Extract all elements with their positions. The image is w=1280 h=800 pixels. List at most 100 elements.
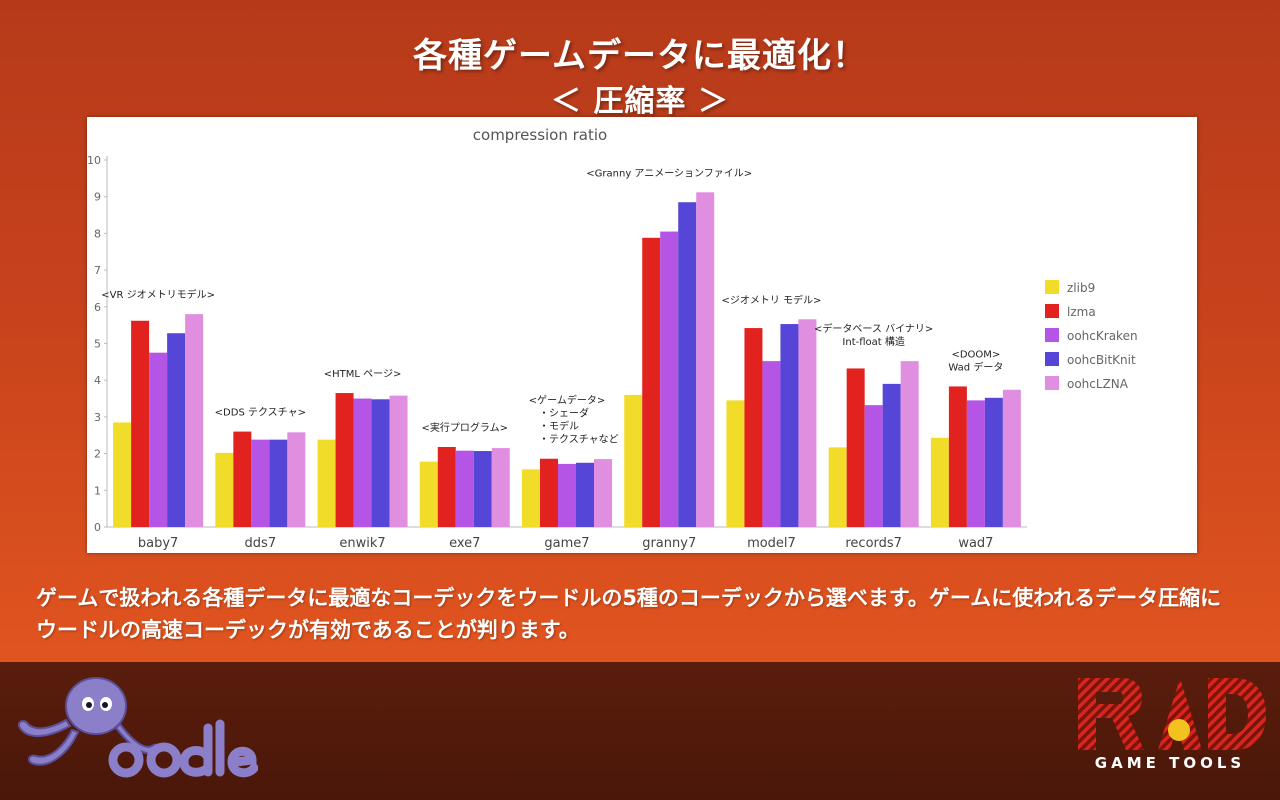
- bar-lzma-granny7: [642, 237, 661, 527]
- y-tick-label: 0: [94, 521, 101, 534]
- y-tick-label: 2: [94, 448, 101, 461]
- bar-oohcKraken-granny7: [660, 231, 679, 527]
- bar-lzma-model7: [744, 328, 763, 527]
- bar-lzma-exe7: [437, 446, 456, 527]
- slide-title: 各種ゲームデータに最適化！: [413, 36, 867, 76]
- x-tick-label: enwik7: [339, 536, 385, 551]
- y-tick-label: 4: [94, 374, 101, 387]
- bar-oohcLZNA-baby7: [185, 314, 204, 527]
- annotation-records7: <データベース バイナリ>: [814, 322, 933, 335]
- annotation-wad7: <DOOM>: [951, 349, 1000, 360]
- x-tick-label: exe7: [449, 536, 480, 551]
- bar-zlib9-model7: [726, 400, 745, 527]
- bar-oohcBitKnit-enwik7: [371, 399, 390, 527]
- y-tick-label: 9: [94, 191, 101, 204]
- x-tick-label: game7: [544, 536, 589, 551]
- annotation-game7: ・シェーダ: [539, 407, 589, 420]
- bar-oohcLZNA-model7: [798, 319, 817, 527]
- annotation-model7: <ジオメトリ モデル>: [721, 293, 821, 306]
- y-tick-label: 3: [94, 411, 101, 424]
- bar-oohcKraken-exe7: [455, 450, 474, 527]
- bar-oohcKraken-wad7: [966, 400, 985, 527]
- bar-lzma-dds7: [233, 431, 252, 527]
- annotation-game7: ・モデル: [539, 420, 579, 433]
- legend-label-oohcLZNA: oohcLZNA: [1067, 377, 1129, 391]
- oodle-logo: [18, 677, 258, 778]
- bar-zlib9-baby7: [113, 422, 132, 527]
- annotation-records7: Int-float 構造: [842, 335, 904, 348]
- annotation-dds7: <DDS テクスチャ>: [215, 407, 306, 419]
- legend-label-lzma: lzma: [1067, 305, 1096, 319]
- bar-oohcKraken-baby7: [149, 352, 168, 527]
- bar-oohcKraken-model7: [762, 361, 781, 527]
- bar-oohcBitKnit-granny7: [678, 202, 697, 527]
- bar-oohcKraken-records7: [864, 405, 883, 527]
- caption-line-2: ウードルの高速コーデックが有効であることが判ります。: [36, 618, 580, 642]
- bar-zlib9-dds7: [215, 452, 234, 527]
- bar-oohcBitKnit-exe7: [473, 451, 492, 527]
- annotation-game7: ・テクスチャなど: [539, 434, 619, 446]
- bar-zlib9-wad7: [930, 437, 949, 527]
- bar-lzma-enwik7: [335, 393, 354, 527]
- slide-subtitle: ＜ 圧縮率 ＞: [551, 84, 729, 119]
- annotation-wad7: Wad データ: [948, 360, 1003, 373]
- chart-title: compression ratio: [473, 126, 607, 144]
- chart-bars: [113, 192, 1021, 527]
- chart-panel: 0 1 2 3 4 5 6 7 8 9 10 compression ratio baby7 dds7 e…: [87, 117, 1197, 553]
- x-tick-label: wad7: [958, 536, 993, 551]
- y-tick-label: 7: [94, 264, 101, 277]
- annotation-game7: <ゲームデータ>: [529, 394, 605, 407]
- legend-swatch-zlib9: [1045, 280, 1059, 294]
- footer-band: [0, 662, 1280, 800]
- x-tick-label: records7: [845, 536, 902, 551]
- chart-legend: zlib9 lzma oohcKraken oohcBitKnit oohcLZNA: [1045, 280, 1138, 391]
- bar-lzma-wad7: [948, 386, 967, 527]
- x-tick-label: granny7: [642, 536, 696, 551]
- bar-zlib9-exe7: [419, 461, 438, 527]
- legend-swatch-oohcKraken: [1045, 328, 1059, 342]
- bar-zlib9-records7: [828, 447, 847, 527]
- legend-label-oohcBitKnit: oohcBitKnit: [1067, 353, 1136, 367]
- annotation-granny7: <Granny アニメーションファイル>: [586, 168, 752, 179]
- y-tick-label: 10: [87, 154, 101, 167]
- bar-oohcLZNA-exe7: [491, 448, 510, 527]
- bar-oohcBitKnit-records7: [882, 383, 901, 527]
- legend-label-oohcKraken: oohcKraken: [1067, 329, 1138, 343]
- legend-swatch-lzma: [1045, 304, 1059, 318]
- annotation-exe7: <実行プログラム>: [422, 421, 508, 434]
- bar-oohcBitKnit-baby7: [167, 333, 186, 527]
- y-tick-label: 5: [94, 338, 101, 351]
- bar-zlib9-enwik7: [317, 439, 336, 527]
- bar-oohcBitKnit-wad7: [984, 397, 1003, 527]
- bar-zlib9-game7: [522, 469, 540, 527]
- bar-oohcLZNA-granny7: [696, 192, 715, 527]
- bar-oohcLZNA-dds7: [287, 432, 306, 527]
- legend-swatch-oohcLZNA: [1045, 376, 1059, 390]
- x-tick-label: baby7: [138, 536, 178, 551]
- compression-ratio-chart: 0 1 2 3 4 5 6 7 8 9 10 compression ratio baby7 dds7 e…: [87, 126, 1138, 551]
- rad-logo-subtitle: GAME TOOLS: [1094, 754, 1246, 772]
- bar-oohcBitKnit-game7: [576, 462, 594, 527]
- y-tick-label: 6: [94, 301, 101, 314]
- bar-oohcLZNA-game7: [594, 459, 612, 527]
- annotation-enwik7: <HTML ページ>: [324, 369, 402, 380]
- bar-oohcBitKnit-dds7: [269, 439, 288, 527]
- legend-label-zlib9: zlib9: [1067, 281, 1095, 295]
- bar-oohcLZNA-records7: [900, 361, 919, 527]
- annotation-baby7: <VR ジオメトリモデル>: [101, 288, 215, 301]
- x-tick-label: dds7: [245, 536, 277, 551]
- bar-oohcKraken-game7: [558, 463, 576, 527]
- bar-oohcKraken-dds7: [251, 439, 270, 527]
- x-tick-label: model7: [747, 536, 796, 551]
- bar-lzma-records7: [846, 368, 865, 527]
- chart-labels: compression ratio baby7 dds7 enwik7 exe7 game…: [101, 126, 1003, 551]
- bar-oohcLZNA-wad7: [1002, 389, 1021, 527]
- bar-zlib9-granny7: [624, 394, 643, 527]
- legend-swatch-oohcBitKnit: [1045, 352, 1059, 366]
- bar-oohcLZNA-enwik7: [389, 395, 408, 527]
- bar-lzma-game7: [540, 458, 558, 527]
- bar-lzma-baby7: [131, 320, 150, 527]
- bar-oohcBitKnit-model7: [780, 324, 799, 527]
- y-tick-label: 8: [94, 227, 101, 240]
- y-tick-label: 1: [94, 484, 101, 497]
